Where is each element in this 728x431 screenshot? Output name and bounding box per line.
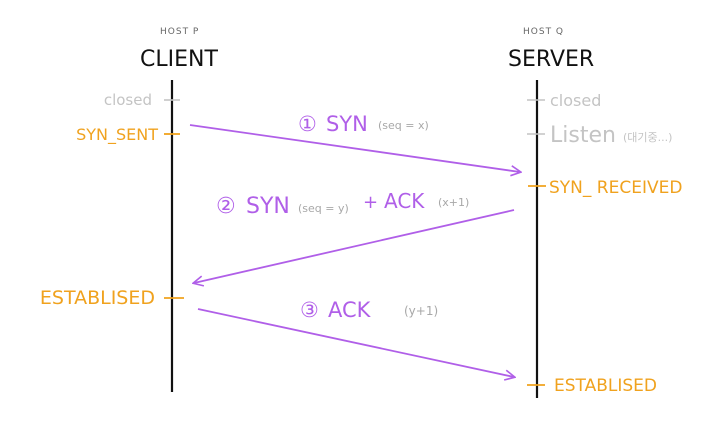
client-state-closed: closed — [104, 91, 152, 109]
client-title: CLIENT — [140, 47, 218, 72]
server-state-listen-note: (대기중...) — [623, 131, 672, 144]
message-1-detail: (seq = x) — [378, 119, 429, 132]
server-state-listen: Listen — [550, 123, 616, 148]
syn-arrow — [189, 124, 520, 172]
message-2-label2: ACK — [384, 189, 425, 213]
server-host-label: HOST Q — [523, 27, 564, 37]
syn-ack-arrow — [194, 209, 515, 283]
message-3-number: ③ — [300, 298, 319, 322]
message-2-label: SYN — [246, 194, 290, 219]
message-1-number: ① — [298, 112, 317, 136]
message-2-detail-left: (seq = y) — [298, 202, 349, 215]
client-state-syn-sent: SYN_SENT — [76, 125, 158, 145]
client-host-label: HOST P — [160, 27, 199, 37]
message-2-number: ② — [216, 194, 236, 219]
message-3-label: ACK — [328, 298, 372, 322]
message-2-plus: + — [363, 192, 378, 213]
server-title: SERVER — [508, 47, 594, 72]
message-2-detail: (x+1) — [438, 196, 469, 209]
message-3-detail: (y+1) — [404, 304, 438, 318]
message-1-label: SYN — [326, 112, 368, 136]
ack-arrow — [197, 308, 514, 377]
server-state-established: ESTABLISED — [554, 376, 657, 396]
server-state-closed: closed — [550, 91, 601, 110]
server-state-syn-received: SYN_ RECEIVED — [549, 178, 682, 198]
client-state-established: ESTABLISED — [40, 287, 155, 309]
